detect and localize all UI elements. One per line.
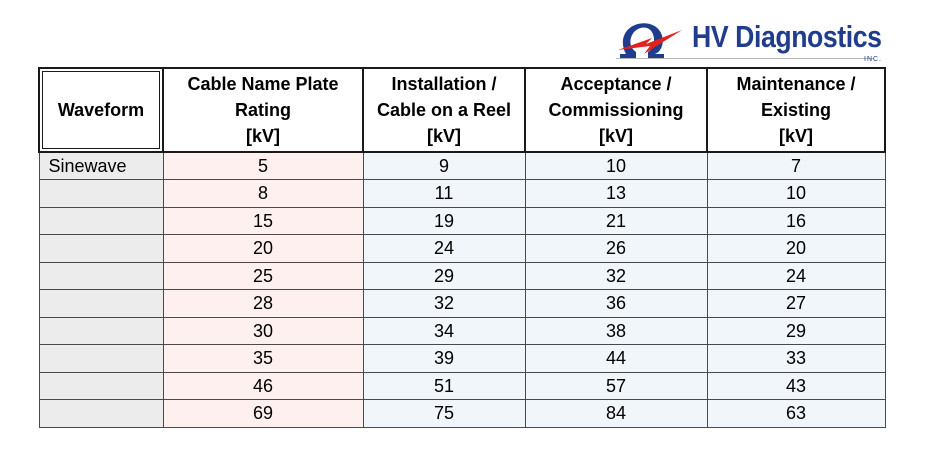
cell-maintenance: 20: [706, 234, 886, 263]
table-row: Sinewave 5 9 10 7: [38, 151, 886, 180]
cell-rating: 20: [162, 234, 364, 263]
cell-acceptance: 57: [524, 371, 708, 400]
table-row: 30 34 38 29: [38, 316, 886, 345]
cell-rating: 69: [162, 399, 364, 428]
logo-wordmark: HV Diagnostics: [692, 19, 882, 54]
cell-rating: 46: [162, 371, 364, 400]
cell-maintenance: 24: [706, 261, 886, 290]
cell-installation: 51: [362, 371, 526, 400]
cell-acceptance: 21: [524, 206, 708, 235]
cell-installation: 19: [362, 206, 526, 235]
table-body: Sinewave 5 9 10 7 8 11 13 10 15 19 21 16 20 24 26 20 25 29…: [38, 151, 886, 428]
cell-waveform: [38, 179, 164, 208]
omega-lightning-logo-icon: [618, 23, 682, 59]
cell-rating: 15: [162, 206, 364, 235]
table-header-row: Waveform Cable Name Plate Rating [kV] In…: [38, 67, 886, 153]
logo-underline: [616, 58, 874, 59]
cell-rating: 8: [162, 179, 364, 208]
cell-acceptance: 32: [524, 261, 708, 290]
header-maintenance: Maintenance / Existing [kV]: [706, 67, 886, 153]
cell-installation: 29: [362, 261, 526, 290]
cell-waveform: [38, 371, 164, 400]
cell-maintenance: 63: [706, 399, 886, 428]
cell-waveform: [38, 399, 164, 428]
cell-maintenance: 16: [706, 206, 886, 235]
header-waveform: Waveform: [38, 67, 164, 153]
cell-maintenance: 43: [706, 371, 886, 400]
cell-acceptance: 36: [524, 289, 708, 318]
table-row: 28 32 36 27: [38, 289, 886, 318]
table-row: 20 24 26 20: [38, 234, 886, 263]
cell-installation: 9: [362, 151, 526, 180]
cell-rating: 25: [162, 261, 364, 290]
cell-installation: 24: [362, 234, 526, 263]
cell-waveform: [38, 289, 164, 318]
table-row: 25 29 32 24: [38, 261, 886, 290]
cell-waveform: [38, 234, 164, 263]
cell-rating: 5: [162, 151, 364, 180]
cell-acceptance: 10: [524, 151, 708, 180]
cell-rating: 30: [162, 316, 364, 345]
cell-acceptance: 13: [524, 179, 708, 208]
cell-waveform: [38, 316, 164, 345]
cell-waveform: [38, 261, 164, 290]
table-row: 8 11 13 10: [38, 179, 886, 208]
cell-acceptance: 84: [524, 399, 708, 428]
cell-installation: 11: [362, 179, 526, 208]
cell-waveform: [38, 206, 164, 235]
table-row: 15 19 21 16: [38, 206, 886, 235]
cell-maintenance: 33: [706, 344, 886, 373]
voltage-rating-table: Waveform Cable Name Plate Rating [kV] In…: [38, 67, 886, 428]
table-row: 69 75 84 63: [38, 399, 886, 428]
cell-installation: 75: [362, 399, 526, 428]
cell-maintenance: 10: [706, 179, 886, 208]
cell-waveform: [38, 344, 164, 373]
header-installation: Installation / Cable on a Reel [kV]: [362, 67, 526, 153]
table-row: 46 51 57 43: [38, 371, 886, 400]
company-logo: HV Diagnostics INC.: [616, 14, 886, 68]
cell-waveform: Sinewave: [38, 151, 164, 180]
cell-installation: 34: [362, 316, 526, 345]
header-rating: Cable Name Plate Rating [kV]: [162, 67, 364, 153]
cell-rating: 28: [162, 289, 364, 318]
logo-inc-label: INC.: [864, 56, 882, 63]
cell-maintenance: 27: [706, 289, 886, 318]
cell-installation: 32: [362, 289, 526, 318]
cell-installation: 39: [362, 344, 526, 373]
cell-acceptance: 44: [524, 344, 708, 373]
cell-maintenance: 7: [706, 151, 886, 180]
cell-acceptance: 38: [524, 316, 708, 345]
cell-acceptance: 26: [524, 234, 708, 263]
cell-maintenance: 29: [706, 316, 886, 345]
cell-rating: 35: [162, 344, 364, 373]
header-acceptance: Acceptance / Commissioning [kV]: [524, 67, 708, 153]
table-row: 35 39 44 33: [38, 344, 886, 373]
